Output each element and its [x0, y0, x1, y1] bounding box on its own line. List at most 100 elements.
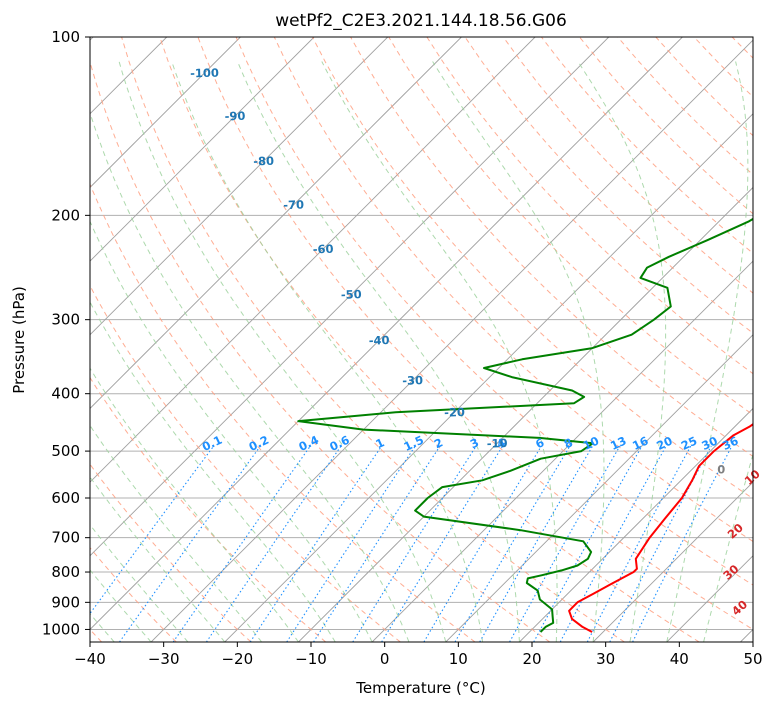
- moist-adiabat-line: [237, 61, 520, 642]
- mixing-ratio-line: [454, 445, 571, 642]
- isotherm-line: [371, 260, 753, 642]
- moist-adiabat-line: [432, 61, 605, 642]
- y-axis-label: Pressure (hPa): [10, 286, 28, 394]
- mixing-ratio-label: 20: [654, 434, 674, 453]
- x-tick-label: 50: [743, 650, 762, 668]
- x-tick-label: −40: [74, 650, 106, 668]
- isotherm-label: -30: [402, 373, 423, 388]
- y-tick-label: 300: [51, 311, 80, 329]
- y-tick-label: 700: [51, 529, 80, 547]
- dry-adiabat-line: [388, 37, 753, 416]
- y-tick-label: 600: [51, 489, 80, 507]
- mixing-ratio-line: [632, 445, 733, 642]
- isotherm-label: -90: [224, 109, 245, 124]
- isotherm-line: [224, 113, 753, 642]
- x-tick-label: −10: [295, 650, 327, 668]
- isotherm-line: [592, 481, 753, 642]
- chart-title: wetPf2_C2E3.2021.144.18.56.G06: [275, 11, 567, 31]
- x-tick-label: 20: [522, 650, 541, 668]
- x-tick-label: 10: [449, 650, 468, 668]
- dry-adiabat-line: [121, 37, 625, 642]
- x-tick-label: 30: [596, 650, 615, 668]
- isotherm-label: -80: [253, 154, 274, 169]
- dry-adiabat-line: [502, 37, 753, 294]
- dry-adiabat-line: [90, 546, 177, 642]
- mixing-ratio-line: [509, 445, 621, 642]
- dry-adiabat-line: [235, 37, 753, 586]
- mixing-ratio-label: 36: [720, 434, 740, 453]
- y-tick-label: 900: [51, 593, 80, 611]
- mixing-ratio-label: 13: [608, 434, 628, 453]
- isotherm-line: [150, 39, 753, 642]
- mixing-ratio-line: [609, 445, 712, 642]
- axes: −40 −30 −20 −10 0 10 20 30 40 5010020030040050060…: [42, 28, 763, 668]
- x-tick-label: 0: [380, 650, 390, 668]
- mixing-ratio-label: 16: [630, 434, 650, 453]
- x-axis-label: Temperature (°C): [355, 679, 485, 697]
- dry-adiabat-line: [90, 376, 327, 642]
- isotherm-line: [445, 334, 753, 642]
- y-tick-label: 200: [51, 206, 80, 224]
- moist-adiabat-line: [703, 452, 753, 642]
- dry-adiabat-line: [197, 37, 753, 630]
- x-tick-label: −30: [148, 650, 180, 668]
- isotherm-line: [90, 37, 241, 189]
- y-tick-label: 400: [51, 385, 80, 403]
- dry-adiabat-line: [273, 37, 753, 543]
- moist-adiabat-line: [666, 61, 749, 642]
- y-tick-label: 100: [51, 28, 80, 46]
- background-grid: [90, 37, 753, 642]
- moist-adiabat-line: [321, 61, 558, 642]
- dry-adiabat-line: [90, 284, 401, 642]
- dry-adiabat-line: [159, 37, 700, 642]
- moist-adiabat-line: [171, 61, 484, 642]
- mixing-ratio-line: [172, 445, 311, 642]
- x-tick-label: 40: [670, 650, 689, 668]
- dry-adiabat-line: [90, 463, 252, 642]
- moist-adiabat-line: [90, 111, 410, 642]
- isotherm-label: -70: [283, 198, 304, 213]
- x-tick-label: −20: [221, 650, 253, 668]
- moist-adiabat-line: [118, 61, 447, 642]
- plot-frame: [89, 36, 754, 643]
- sounding-profiles: [297, 217, 753, 633]
- mixing-ratio-line: [533, 445, 643, 642]
- mixing-ratio-label: 10: [581, 434, 601, 453]
- isotherm-line: [519, 407, 753, 642]
- y-tick-label: 500: [51, 442, 80, 460]
- mixing-ratio-line: [381, 445, 504, 642]
- moist-adiabat-line: [90, 301, 336, 642]
- isotherm-label: -60: [313, 242, 334, 257]
- isotherm-line: [90, 37, 462, 410]
- mixing-ratio-line: [205, 445, 342, 642]
- dewpoint-profile: [297, 217, 753, 633]
- y-tick-label: 800: [51, 563, 80, 581]
- mixing-ratio-label: 25: [679, 434, 699, 453]
- mixing-ratio-line: [352, 445, 477, 642]
- moist-adiabat-line: [90, 476, 226, 642]
- mixing-ratio-label: 30: [699, 434, 719, 453]
- moist-adiabat-line: [90, 524, 189, 642]
- isotherm-label: -40: [369, 333, 390, 348]
- dry-adiabat-line: [90, 182, 476, 642]
- mixing-ratio-line: [286, 445, 416, 642]
- dry-adiabat-line: [90, 60, 551, 642]
- isotherm-line: [90, 37, 389, 336]
- isotherm-line: [90, 37, 315, 262]
- isotherm-line: [90, 37, 536, 483]
- moist-adiabat-line: [90, 220, 373, 642]
- mixing-ratio-line: [249, 445, 383, 642]
- moist-adiabat-line: [577, 61, 667, 642]
- freezing-level-label: 0: [717, 462, 725, 476]
- isotherm-line: [90, 37, 610, 557]
- temperature-profile: [568, 423, 753, 633]
- moist-adiabat-line: [90, 569, 152, 642]
- isotherm-label: -20: [444, 405, 465, 420]
- mixing-ratio-line: [119, 445, 261, 642]
- isotherm-label: -50: [341, 287, 362, 302]
- mixing-ratio-line: [423, 445, 542, 642]
- y-tick-label: 1000: [42, 620, 80, 638]
- isotherm-label: -100: [190, 66, 219, 81]
